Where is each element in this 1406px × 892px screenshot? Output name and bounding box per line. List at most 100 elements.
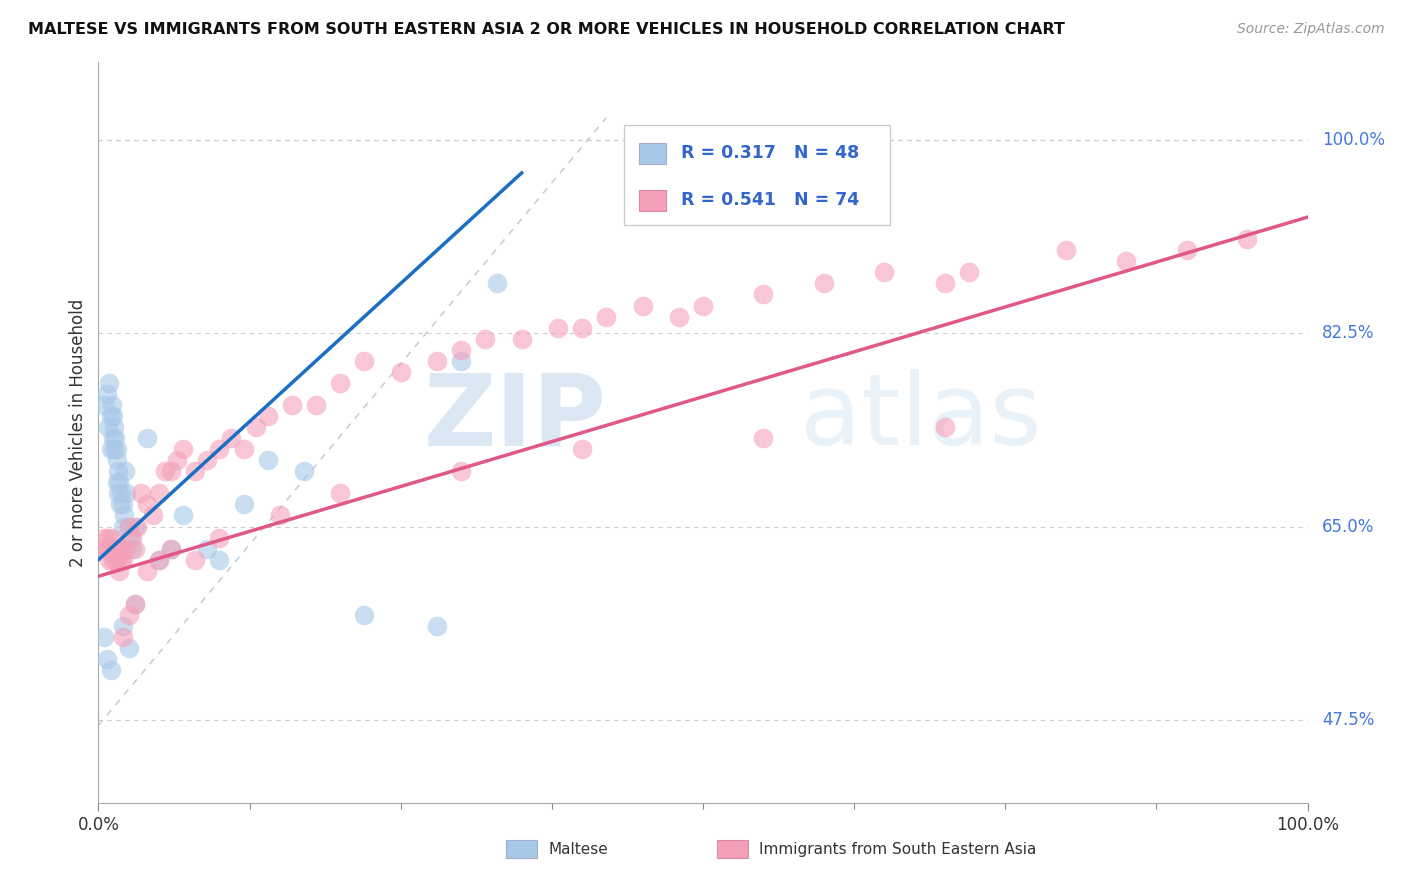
Text: MALTESE VS IMMIGRANTS FROM SOUTH EASTERN ASIA 2 OR MORE VEHICLES IN HOUSEHOLD CO: MALTESE VS IMMIGRANTS FROM SOUTH EASTERN…	[28, 22, 1064, 37]
Point	[121, 531, 143, 545]
Point	[100, 442, 122, 457]
Point	[101, 431, 124, 445]
Text: Maltese: Maltese	[548, 842, 607, 856]
Point	[118, 519, 141, 533]
Point	[547, 320, 569, 334]
Point	[100, 663, 122, 677]
Point	[1054, 244, 1077, 258]
Point	[148, 552, 170, 566]
Point	[752, 431, 775, 445]
Point	[118, 641, 141, 656]
Point	[1236, 232, 1258, 246]
Point	[110, 486, 132, 500]
Point	[118, 607, 141, 622]
Point	[114, 541, 136, 556]
Point	[101, 409, 124, 423]
Point	[510, 332, 533, 346]
Point	[104, 541, 127, 556]
Y-axis label: 2 or more Vehicles in Household: 2 or more Vehicles in Household	[69, 299, 87, 566]
Point	[631, 299, 654, 313]
Point	[208, 442, 231, 457]
Point	[153, 464, 176, 478]
Point	[124, 597, 146, 611]
Point	[934, 420, 956, 434]
Point	[957, 265, 980, 279]
Point	[245, 420, 267, 434]
Point	[208, 531, 231, 545]
Point	[100, 398, 122, 412]
Point	[172, 442, 194, 457]
FancyBboxPatch shape	[624, 126, 890, 226]
Point	[135, 564, 157, 578]
Point	[111, 498, 134, 512]
Point	[105, 475, 128, 490]
Text: Immigrants from South Eastern Asia: Immigrants from South Eastern Asia	[759, 842, 1036, 856]
Point	[96, 541, 118, 556]
Point	[329, 486, 352, 500]
Text: 47.5%: 47.5%	[1322, 711, 1375, 729]
Text: R = 0.541   N = 74: R = 0.541 N = 74	[681, 191, 859, 210]
Point	[98, 376, 121, 390]
Point	[124, 597, 146, 611]
Point	[105, 552, 128, 566]
Point	[873, 265, 896, 279]
Bar	[638, 190, 666, 211]
Text: Source: ZipAtlas.com: Source: ZipAtlas.com	[1237, 22, 1385, 37]
Point	[101, 552, 124, 566]
Point	[256, 409, 278, 423]
Point	[114, 464, 136, 478]
Point	[111, 552, 134, 566]
Point	[160, 464, 183, 478]
Point	[103, 541, 125, 556]
Point	[160, 541, 183, 556]
Text: R = 0.317   N = 48: R = 0.317 N = 48	[681, 145, 859, 162]
Point	[121, 541, 143, 556]
Point	[97, 531, 120, 545]
Point	[93, 531, 115, 545]
Text: 100.0%: 100.0%	[1322, 131, 1385, 149]
Point	[104, 431, 127, 445]
Text: 82.5%: 82.5%	[1322, 324, 1375, 343]
Point	[595, 310, 617, 324]
Point	[353, 607, 375, 622]
Point	[450, 464, 472, 478]
Point	[94, 541, 117, 556]
Point	[389, 365, 412, 379]
Point	[450, 343, 472, 357]
Point	[269, 508, 291, 523]
Point	[692, 299, 714, 313]
Point	[305, 398, 328, 412]
Point	[115, 486, 138, 500]
Point	[281, 398, 304, 412]
Point	[166, 453, 188, 467]
Point	[160, 541, 183, 556]
Point	[221, 431, 243, 445]
Point	[110, 552, 132, 566]
Point	[129, 486, 152, 500]
Point	[107, 541, 129, 556]
Point	[426, 353, 449, 368]
Point	[668, 310, 690, 324]
Text: 65.0%: 65.0%	[1322, 517, 1375, 535]
Point	[486, 277, 509, 291]
Point	[148, 486, 170, 500]
Text: ZIP: ZIP	[423, 369, 606, 467]
Point	[107, 464, 129, 478]
Point	[124, 519, 146, 533]
Text: atlas: atlas	[800, 369, 1042, 467]
Point	[103, 420, 125, 434]
Point	[108, 498, 131, 512]
Point	[142, 508, 165, 523]
Point	[100, 409, 122, 423]
Point	[934, 277, 956, 291]
Point	[571, 442, 593, 457]
Point	[105, 442, 128, 457]
Point	[292, 464, 315, 478]
Point	[195, 541, 218, 556]
Point	[96, 652, 118, 666]
Point	[256, 453, 278, 467]
Point	[93, 630, 115, 644]
Point	[195, 453, 218, 467]
Point	[813, 277, 835, 291]
Point	[124, 541, 146, 556]
